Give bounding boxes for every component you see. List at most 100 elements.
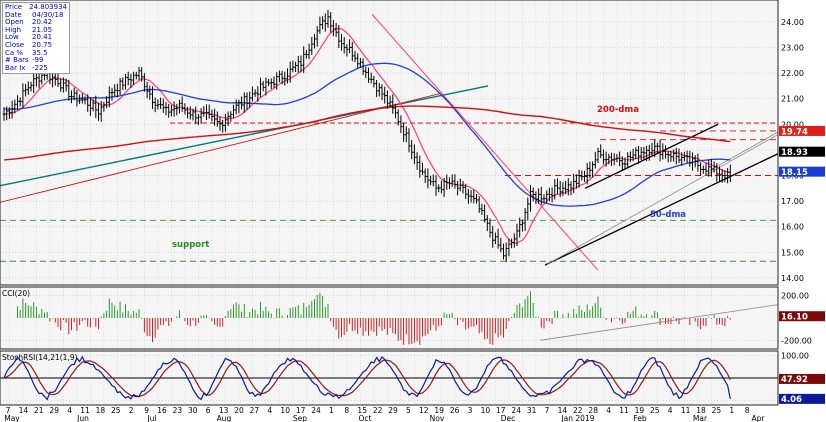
day-tick-label: 7	[545, 406, 550, 415]
price-info-box: Price 24.803934 Date 04/30/18 Open 20.42 High 2…	[2, 2, 70, 75]
info-row: Ca % 35.5	[5, 48, 67, 58]
month-label: Apr	[752, 414, 766, 422]
info-row: Close 20.75	[5, 41, 67, 50]
day-tick-label: 16	[157, 406, 167, 415]
day-tick-label: 25	[712, 406, 722, 415]
day-tick-label: 20	[234, 406, 244, 415]
day-tick-label: 25	[111, 406, 121, 415]
channel-inner-2	[709, 131, 779, 171]
month-label: Aug	[217, 414, 232, 422]
tag-stoch-slow: 47.92	[781, 375, 808, 385]
day-tick-label: 22	[573, 406, 583, 415]
info-row: Low 20.41	[5, 34, 67, 42]
price-tick-label: 17.00	[781, 197, 804, 206]
tag-stoch-slow-bg	[779, 373, 825, 384]
day-tick-label: 10	[481, 406, 491, 415]
stoch-tick-label: 100.00	[781, 351, 809, 360]
day-tick-label: 2	[129, 406, 134, 415]
cci-tick-label: -200.00	[781, 336, 812, 345]
tag-cci-bg	[779, 311, 825, 322]
month-label: May	[4, 414, 20, 422]
day-tick-label: 9	[144, 406, 149, 415]
price-panel-border	[0, 0, 779, 286]
downtrend-line	[371, 13, 599, 271]
tag-stoch-fast-bg	[779, 393, 825, 404]
stoch-fast-line	[3, 355, 731, 401]
price-tick-label: 22.00	[781, 69, 804, 78]
label-stochrsi: StochRSI(14,21(1,9)	[2, 353, 78, 362]
day-tick-label: 29	[388, 406, 398, 415]
horizontal-levels	[0, 122, 778, 262]
info-row: # Bars -99	[5, 57, 67, 65]
day-tick-label: 24	[511, 406, 521, 415]
month-label: Nov	[430, 414, 445, 422]
month-label: Jul	[146, 414, 156, 422]
day-tick-label: 15	[357, 406, 367, 415]
cci-histogram	[17, 291, 779, 345]
day-tick-label: 31	[527, 406, 537, 415]
channel-lower	[544, 153, 779, 266]
long-trendline	[0, 85, 489, 187]
day-tick-label: 14	[19, 406, 29, 415]
info-label: Price	[5, 3, 23, 11]
info-value: -99	[32, 56, 44, 65]
price-tick-label: 14.00	[781, 274, 804, 283]
tag-last-price-bg	[779, 146, 825, 157]
label-50-dma: 50-dma	[650, 210, 686, 220]
label-support: support	[172, 240, 209, 250]
trend-lines	[0, 13, 779, 271]
day-tick-label: 8	[745, 406, 750, 415]
day-tick-label: 6	[206, 406, 211, 415]
info-row: Bar Ix -225	[5, 63, 67, 73]
month-label: Feb	[633, 414, 647, 422]
price-tick-label: 21.00	[781, 95, 804, 104]
day-tick-label: 1	[329, 406, 334, 415]
day-tick-label: 26	[450, 406, 460, 415]
day-tick-label: 21	[34, 406, 44, 415]
month-label: Mar	[693, 414, 708, 422]
cci-trendline	[539, 304, 779, 341]
day-tick-label: 27	[250, 406, 260, 415]
day-tick-label: 18	[696, 406, 706, 415]
info-value: 21.05	[32, 25, 53, 34]
info-label: High	[5, 25, 22, 34]
month-label: Oct	[359, 414, 372, 422]
tag-50-dma: 18.15	[781, 168, 808, 178]
info-label: Bar Ix	[5, 63, 26, 72]
price-panel	[0, 0, 778, 285]
price-tick-label: 23.00	[781, 44, 804, 53]
day-tick-label: 11	[619, 406, 629, 415]
tag-stoch-fast: 4.06	[781, 395, 802, 405]
day-tick-label: 13	[219, 406, 229, 415]
info-row: Open 20.42	[5, 19, 67, 27]
info-value: 24.803934	[29, 3, 67, 11]
stochrsi-lines	[3, 355, 731, 401]
price-bars	[2, 9, 732, 263]
month-label: Sep	[293, 414, 307, 422]
day-tick-label: 8	[344, 406, 349, 415]
info-value: 35.5	[32, 48, 48, 57]
day-tick-label: 19	[434, 406, 444, 415]
price-axis-strip	[778, 0, 826, 422]
month-label: Dec	[501, 414, 516, 422]
day-tick-label: 24	[311, 406, 321, 415]
day-tick-label: 11	[681, 406, 691, 415]
price-tick-label: 15.00	[781, 248, 804, 257]
label-200-dma: 200-dma	[597, 105, 639, 115]
day-tick-label: 7	[6, 406, 11, 415]
info-value: -225	[32, 63, 48, 72]
info-label: Open	[5, 18, 24, 27]
day-tick-label: 19	[635, 406, 645, 415]
price-tick-label: 16.00	[781, 223, 804, 232]
day-tick-label: 28	[588, 406, 598, 415]
month-label: Jun	[76, 414, 89, 422]
ma-200-line	[3, 105, 731, 161]
day-tick-label: 18	[96, 406, 106, 415]
info-row: High 21.05	[5, 25, 67, 35]
day-tick-label: 23	[173, 406, 183, 415]
day-tick-label: 10	[280, 406, 290, 415]
info-value: 04/30/18	[32, 10, 64, 19]
day-tick-label: 1	[729, 406, 734, 415]
